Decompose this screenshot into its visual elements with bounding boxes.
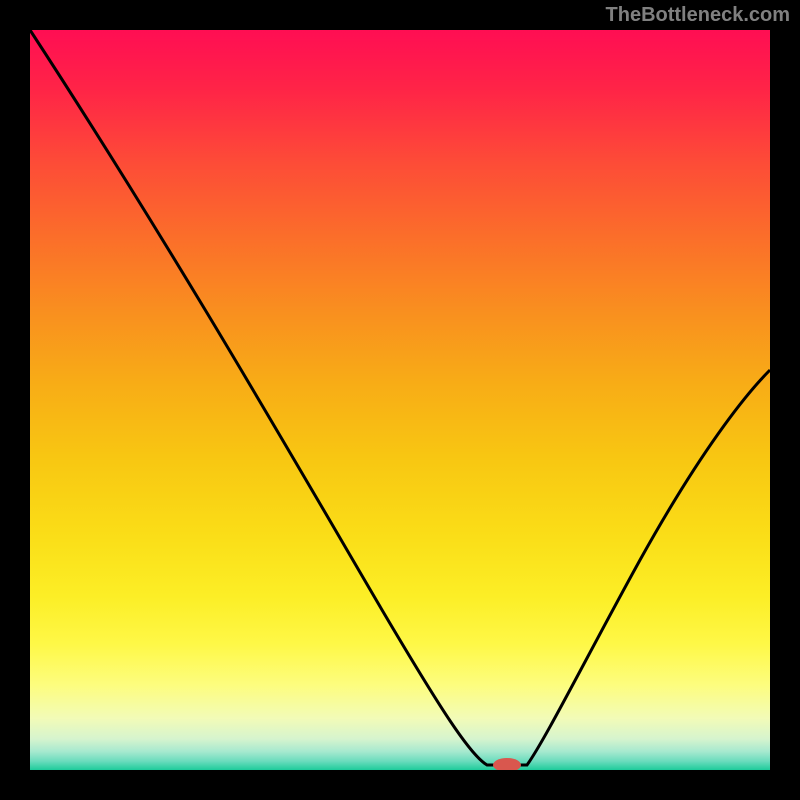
gradient-background [30,30,770,770]
bottleneck-chart [0,0,800,800]
chart-container: TheBottleneck.com [0,0,800,800]
watermark-text: TheBottleneck.com [606,4,790,27]
optimal-marker [493,758,521,772]
